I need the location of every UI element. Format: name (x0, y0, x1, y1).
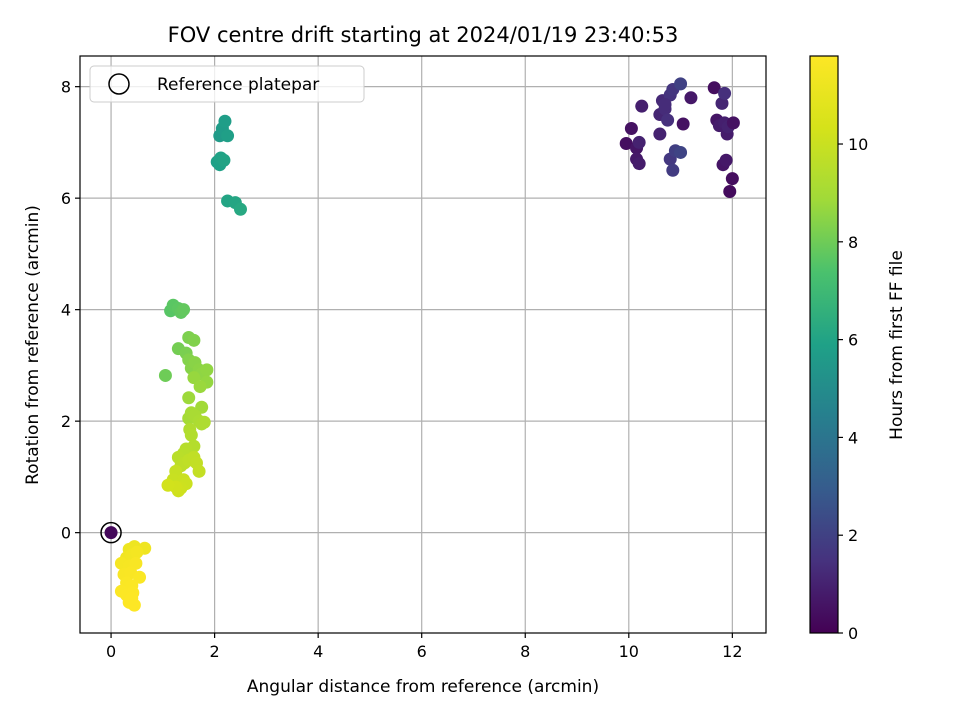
scatter-point (192, 464, 206, 478)
scatter-point (661, 113, 675, 127)
x-tick-label: 8 (520, 642, 530, 661)
colorbar-ticks: 0 2 4 6 8 10 (838, 135, 868, 643)
colorbar-tick-label: 10 (848, 135, 868, 154)
y-axis-label: Rotation from reference (arcmin) (23, 205, 43, 485)
scatter-point (684, 91, 698, 105)
scatter-point (130, 545, 144, 559)
x-tick-label: 12 (722, 642, 742, 661)
scatter-point (674, 145, 688, 159)
scatter-point (632, 157, 646, 171)
y-tick-label: 4 (61, 301, 71, 320)
scatter-point (221, 129, 235, 143)
colorbar: 0 2 4 6 8 10 Hours from first FF file (809, 55, 907, 643)
reference-platepar-marker (100, 521, 122, 544)
colorbar-tick-label: 2 (848, 526, 858, 545)
legend-entry-reference: Reference platepar (157, 75, 319, 95)
scatter-point (725, 172, 739, 186)
y-tick-label: 6 (61, 189, 71, 208)
scatter-point (635, 99, 649, 113)
scatter-point (217, 153, 231, 167)
legend: Reference platepar (89, 65, 365, 103)
scatter-point (676, 117, 690, 131)
x-tick-label: 10 (619, 642, 639, 661)
scatter-point (723, 184, 737, 198)
scatter-point (197, 415, 211, 429)
scatter-point (624, 121, 638, 135)
y-axis-ticks: 0 2 4 6 8 (61, 78, 80, 543)
scatter-point (674, 77, 688, 91)
scatter-point (193, 380, 207, 394)
colorbar-tick-label: 0 (848, 624, 858, 643)
scatter-point (719, 153, 733, 167)
scatter-point (715, 96, 729, 110)
x-tick-label: 2 (210, 642, 220, 661)
y-tick-label: 2 (61, 412, 71, 431)
scatter-point (129, 556, 143, 570)
colorbar-tick-label: 6 (848, 331, 858, 350)
data-points (100, 77, 740, 612)
y-tick-label: 8 (61, 78, 71, 97)
colorbar-tick-label: 4 (848, 428, 858, 447)
scatter-point (182, 391, 196, 405)
y-tick-label: 0 (61, 524, 71, 543)
scatter-point (658, 98, 672, 112)
x-axis-label: Angular distance from reference (arcmin) (247, 677, 599, 697)
scatter-point (666, 163, 680, 177)
x-tick-label: 6 (417, 642, 427, 661)
scatter-point (718, 86, 732, 100)
scatter-point (104, 526, 118, 540)
x-tick-label: 0 (106, 642, 116, 661)
scatter-point (200, 363, 214, 377)
scatter-point (133, 570, 147, 584)
colorbar-gradient (810, 56, 838, 633)
chart-title: FOV centre drift starting at 2024/01/19 … (168, 23, 679, 47)
scatter-point (158, 368, 172, 382)
colorbar-frame (809, 55, 839, 634)
scatter-point (125, 591, 139, 605)
legend-box (89, 65, 365, 103)
scatter-point (177, 303, 191, 317)
colorbar-label: Hours from first FF file (887, 250, 907, 440)
x-axis-ticks: 0 2 4 6 8 10 12 (106, 633, 743, 661)
scatter-point (233, 202, 247, 216)
scatter-point (619, 137, 633, 151)
legend-marker-reference (108, 73, 130, 95)
scatter-point (653, 127, 667, 141)
scatter-point (726, 116, 740, 130)
plot-frame (79, 55, 767, 634)
scatter-point (218, 114, 232, 128)
scatter-point (187, 333, 201, 347)
scatter-point (161, 478, 175, 492)
colorbar-tick-label: 8 (848, 233, 858, 252)
scatter-point (184, 428, 198, 442)
scatter-point (632, 135, 646, 149)
x-tick-label: 4 (313, 642, 323, 661)
scatter-point (707, 81, 721, 95)
